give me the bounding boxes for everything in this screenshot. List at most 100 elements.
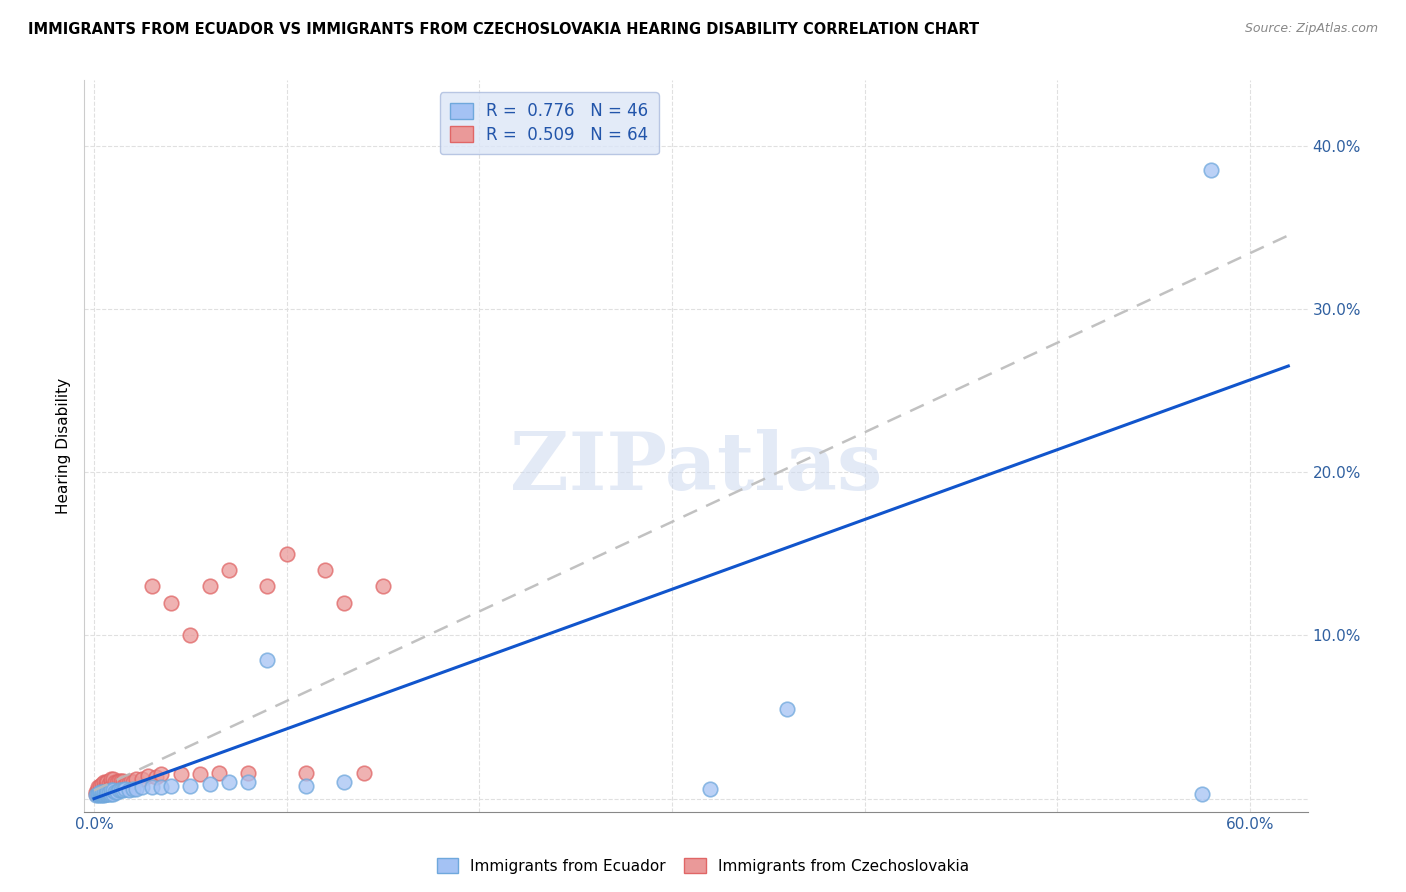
Point	[89, 785, 111, 799]
Point	[108, 779, 131, 793]
Point	[90, 787, 112, 801]
Legend: R =  0.776   N = 46, R =  0.509   N = 64: R = 0.776 N = 46, R = 0.509 N = 64	[440, 92, 658, 154]
Point	[160, 596, 183, 610]
Point	[371, 579, 394, 593]
Point	[100, 777, 122, 791]
Point	[1191, 787, 1213, 801]
Point	[110, 773, 132, 788]
Point	[94, 785, 117, 799]
Point	[93, 789, 115, 803]
Point	[96, 785, 118, 799]
Point	[295, 765, 318, 780]
Point	[104, 780, 127, 795]
Point	[111, 773, 134, 788]
Point	[103, 777, 125, 791]
Point	[108, 773, 131, 788]
Point	[121, 781, 143, 796]
Point	[333, 775, 356, 789]
Point	[103, 783, 125, 797]
Point	[114, 777, 136, 791]
Point	[160, 779, 183, 793]
Point	[84, 789, 107, 803]
Point	[87, 783, 110, 797]
Point	[295, 779, 318, 793]
Point	[90, 789, 112, 803]
Point	[89, 787, 111, 801]
Point	[90, 785, 112, 799]
Point	[256, 579, 278, 593]
Point	[111, 783, 134, 797]
Point	[218, 563, 240, 577]
Point	[96, 779, 118, 793]
Point	[87, 780, 110, 795]
Point	[120, 773, 142, 788]
Point	[94, 780, 117, 795]
Point	[256, 653, 278, 667]
Point	[93, 785, 115, 799]
Point	[105, 785, 128, 799]
Point	[208, 765, 231, 780]
Point	[110, 783, 132, 797]
Legend: Immigrants from Ecuador, Immigrants from Czechoslovakia: Immigrants from Ecuador, Immigrants from…	[430, 852, 976, 880]
Point	[96, 783, 118, 797]
Point	[98, 781, 121, 796]
Point	[105, 780, 128, 795]
Point	[118, 775, 141, 789]
Point	[125, 781, 148, 796]
Point	[170, 767, 193, 781]
Point	[87, 789, 110, 803]
Point	[103, 787, 125, 801]
Point	[100, 781, 122, 796]
Point	[93, 780, 115, 795]
Point	[90, 777, 112, 791]
Point	[104, 785, 127, 799]
Point	[150, 767, 173, 781]
Point	[131, 772, 153, 786]
Point	[236, 775, 259, 789]
Point	[89, 783, 111, 797]
Point	[96, 775, 118, 789]
Y-axis label: Hearing Disability: Hearing Disability	[56, 378, 72, 514]
Point	[90, 781, 112, 796]
Point	[145, 771, 167, 785]
Text: IMMIGRANTS FROM ECUADOR VS IMMIGRANTS FROM CZECHOSLOVAKIA HEARING DISABILITY COR: IMMIGRANTS FROM ECUADOR VS IMMIGRANTS FR…	[28, 22, 979, 37]
Point	[90, 785, 112, 799]
Point	[103, 781, 125, 796]
Point	[87, 787, 110, 801]
Text: Source: ZipAtlas.com: Source: ZipAtlas.com	[1244, 22, 1378, 36]
Point	[98, 787, 121, 801]
Point	[198, 579, 221, 593]
Point	[98, 785, 121, 799]
Point	[93, 775, 115, 789]
Point	[89, 787, 111, 801]
Point	[333, 596, 356, 610]
Point	[93, 785, 115, 799]
Point	[125, 772, 148, 786]
Point	[114, 781, 136, 796]
Point	[111, 779, 134, 793]
Point	[100, 783, 122, 797]
Point	[100, 787, 122, 801]
Point	[276, 547, 298, 561]
Point	[150, 780, 173, 795]
Point	[100, 772, 122, 786]
Point	[93, 787, 115, 801]
Point	[188, 767, 211, 781]
Point	[236, 765, 259, 780]
Point	[94, 787, 117, 801]
Point	[94, 783, 117, 797]
Point	[218, 775, 240, 789]
Point	[776, 702, 799, 716]
Point	[104, 775, 127, 789]
Text: ZIPatlas: ZIPatlas	[510, 429, 882, 507]
Point	[89, 789, 111, 803]
Point	[198, 777, 221, 791]
Point	[353, 765, 375, 780]
Point	[115, 775, 138, 789]
Point	[131, 780, 153, 795]
Point	[96, 787, 118, 801]
Point	[84, 787, 107, 801]
Point	[141, 579, 163, 593]
Point	[108, 783, 131, 797]
Point	[179, 628, 201, 642]
